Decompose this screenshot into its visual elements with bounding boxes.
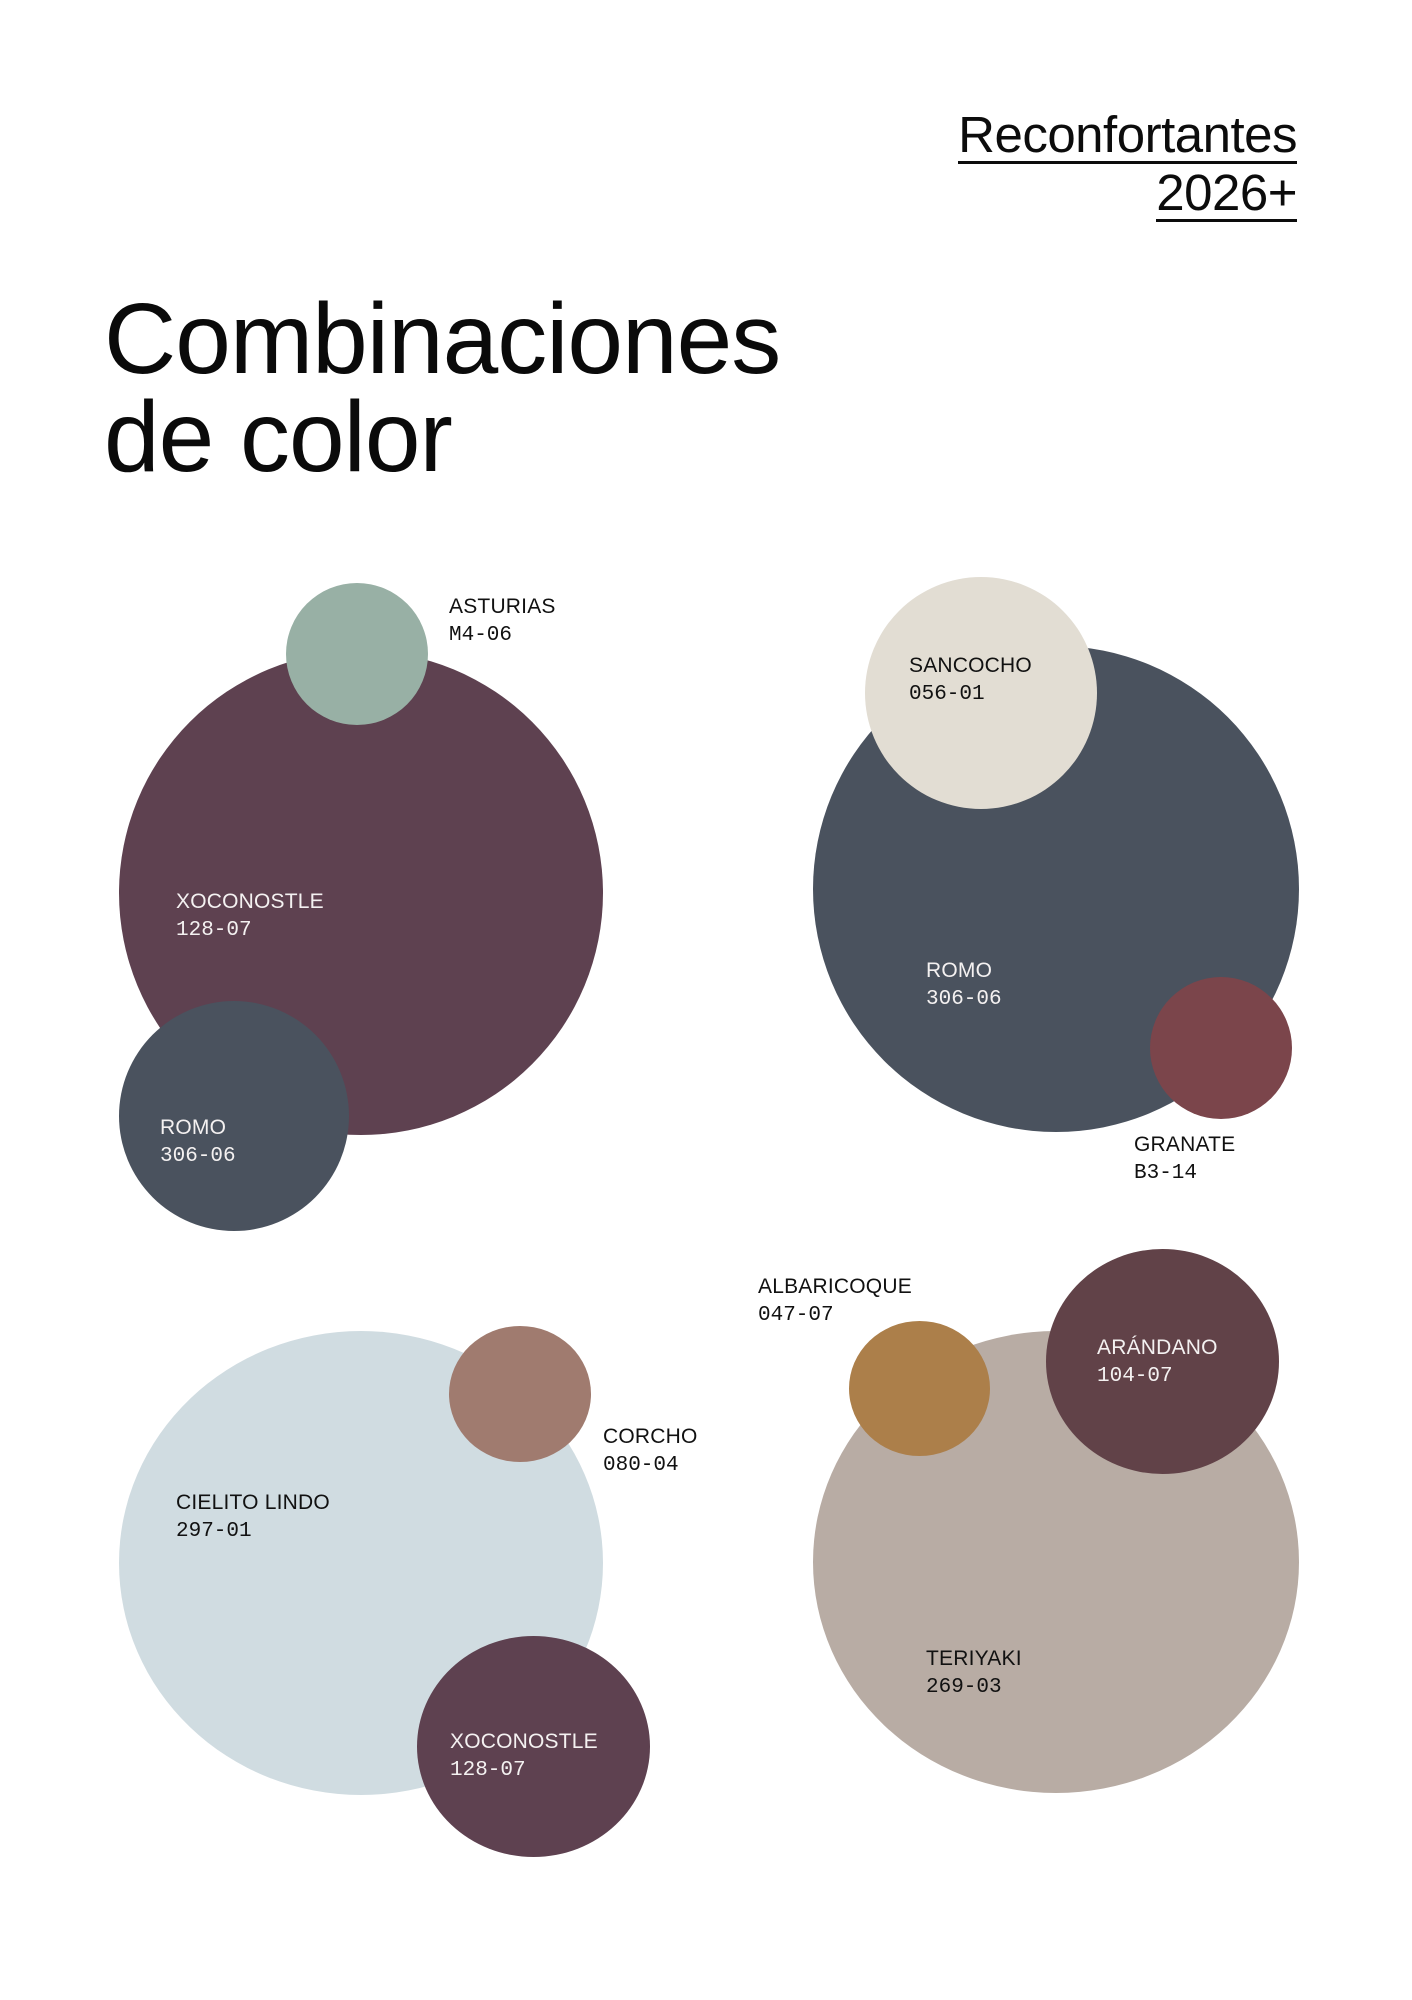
- swatch-label-romo: ROMO 306-06: [926, 956, 1002, 1014]
- swatch-name: ALBARICOQUE: [758, 1275, 912, 1298]
- swatch-circle-albaricoque: [849, 1321, 990, 1456]
- swatch-name: GRANATE: [1134, 1133, 1236, 1156]
- swatch-label-asturias: ASTURIAS M4-06: [449, 592, 556, 650]
- swatch-circle-romo: [119, 1001, 349, 1231]
- collection-year: 2026+: [1156, 164, 1297, 222]
- page-title-line-2: de color: [104, 381, 453, 493]
- collection-name: Reconfortantes: [958, 106, 1297, 164]
- swatch-circle-corcho: [449, 1326, 591, 1462]
- swatch-label-romo: ROMO 306-06: [160, 1113, 236, 1171]
- swatch-code: 128-07: [450, 1759, 526, 1782]
- swatch-circle-sancocho: [865, 577, 1097, 809]
- swatch-name: TERIYAKI: [926, 1647, 1022, 1670]
- swatch-circle-xoconostle: [417, 1636, 650, 1857]
- swatch-code: 080-04: [603, 1454, 679, 1477]
- swatch-name: CIELITO LINDO: [176, 1491, 330, 1514]
- swatch-name: ARÁNDANO: [1097, 1336, 1218, 1359]
- swatch-name: XOCONOSTLE: [450, 1730, 598, 1753]
- swatch-name: CORCHO: [603, 1425, 698, 1448]
- swatch-label-xoconostle: XOCONOSTLE 128-07: [450, 1727, 598, 1785]
- swatch-name: ROMO: [926, 959, 993, 982]
- swatch-label-albaricoque: ALBARICOQUE 047-07: [758, 1272, 912, 1330]
- swatch-name: SANCOCHO: [909, 654, 1032, 677]
- swatch-code: 128-07: [176, 919, 252, 942]
- swatch-circle-granate: [1150, 977, 1292, 1119]
- collection-badge: Reconfortantes 2026+: [958, 106, 1297, 222]
- swatch-label-arandano: ARÁNDANO 104-07: [1097, 1333, 1218, 1391]
- swatch-code: M4-06: [449, 624, 513, 647]
- swatch-code: 269-03: [926, 1676, 1002, 1699]
- swatch-code: 297-01: [176, 1520, 252, 1543]
- swatch-name: XOCONOSTLE: [176, 890, 324, 913]
- swatch-label-teriyaki: TERIYAKI 269-03: [926, 1644, 1022, 1702]
- swatch-label-cielito-lindo: CIELITO LINDO 297-01: [176, 1488, 330, 1546]
- page-title: Combinaciones de color: [104, 283, 781, 493]
- swatch-label-xoconostle: XOCONOSTLE 128-07: [176, 887, 324, 945]
- swatch-circle-asturias: [286, 583, 428, 725]
- page-title-line-1: Combinaciones: [104, 283, 781, 395]
- swatch-code: 047-07: [758, 1304, 834, 1327]
- swatch-name: ROMO: [160, 1116, 227, 1139]
- swatch-label-corcho: CORCHO 080-04: [603, 1422, 698, 1480]
- swatch-code: 306-06: [160, 1145, 236, 1168]
- swatch-circle-arandano: [1046, 1249, 1279, 1474]
- swatch-label-granate: GRANATE B3-14: [1134, 1130, 1235, 1188]
- swatch-code: 306-06: [926, 988, 1002, 1011]
- swatch-code: 104-07: [1097, 1365, 1173, 1388]
- swatch-name: ASTURIAS: [449, 595, 556, 618]
- swatch-code: 056-01: [909, 683, 985, 706]
- swatch-label-sancocho: SANCOCHO 056-01: [909, 651, 1032, 709]
- swatch-code: B3-14: [1134, 1162, 1198, 1185]
